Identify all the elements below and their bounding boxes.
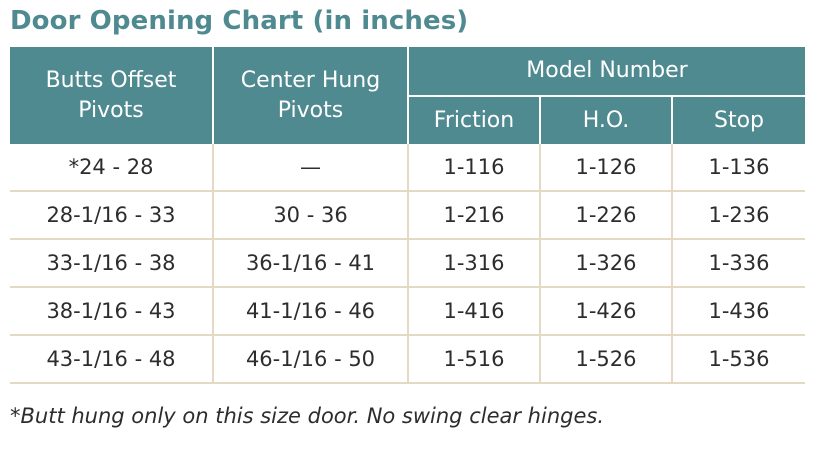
table-row: 38-1/16 - 43 41-1/16 - 46 1-416 1-426 1-… bbox=[10, 287, 806, 336]
page-title: Door Opening Chart (in inches) bbox=[10, 6, 469, 36]
ho-cell: 1-426 bbox=[539, 287, 672, 336]
center-hung-header-line1: Center Hung bbox=[240, 67, 381, 93]
friction-cell: 1-416 bbox=[407, 287, 540, 336]
ho-cell: 1-526 bbox=[539, 335, 672, 384]
butts-offset-cell: 38-1/16 - 43 bbox=[10, 287, 213, 336]
table-row: 33-1/16 - 38 36-1/16 - 41 1-316 1-326 1-… bbox=[10, 239, 806, 288]
stop-cell: 1-136 bbox=[670, 144, 806, 192]
center-hung-cell: 41-1/16 - 46 bbox=[212, 287, 408, 336]
center-hung-header-line2: Pivots bbox=[277, 97, 344, 123]
header-row-group: Butts Offset Pivots Center Hung Pivots M… bbox=[10, 47, 806, 144]
center-hung-cell: 30 - 36 bbox=[212, 191, 408, 240]
butts-offset-header-line1: Butts Offset bbox=[45, 67, 177, 93]
ho-cell: 1-226 bbox=[539, 191, 672, 240]
ho-cell: 1-326 bbox=[539, 239, 672, 288]
butts-offset-cell: 28-1/16 - 33 bbox=[10, 191, 213, 240]
stop-cell: 1-336 bbox=[670, 239, 806, 288]
stop-cell: 1-436 bbox=[670, 287, 806, 336]
center-hung-cell: 36-1/16 - 41 bbox=[212, 239, 408, 288]
friction-cell: 1-216 bbox=[407, 191, 540, 240]
butts-offset-cell: 33-1/16 - 38 bbox=[10, 239, 213, 288]
stop-header: Stop bbox=[670, 96, 806, 144]
friction-header: Friction bbox=[407, 96, 540, 144]
footnote: *Butt hung only on this size door. No sw… bbox=[10, 404, 604, 428]
header-row-sub: Friction H.O. Stop bbox=[10, 96, 806, 144]
butts-offset-header: Butts Offset Pivots bbox=[10, 47, 213, 144]
center-hung-header: Center Hung Pivots bbox=[212, 47, 408, 144]
model-number-header: Model Number bbox=[406, 47, 806, 97]
center-hung-cell: — bbox=[212, 144, 408, 192]
table-row: *24 - 28 — 1-116 1-126 1-136 bbox=[10, 144, 806, 192]
ho-cell: 1-126 bbox=[539, 144, 672, 192]
butts-offset-cell: 43-1/16 - 48 bbox=[10, 335, 213, 384]
friction-cell: 1-316 bbox=[407, 239, 540, 288]
stop-cell: 1-536 bbox=[670, 335, 806, 384]
door-opening-table: Butts Offset Pivots Center Hung Pivots M… bbox=[10, 47, 806, 384]
center-hung-cell: 46-1/16 - 50 bbox=[212, 335, 408, 384]
table-row: 28-1/16 - 33 30 - 36 1-216 1-226 1-236 bbox=[10, 191, 806, 240]
friction-cell: 1-516 bbox=[407, 335, 540, 384]
stop-cell: 1-236 bbox=[670, 191, 806, 240]
ho-header: H.O. bbox=[539, 96, 672, 144]
butts-offset-cell: *24 - 28 bbox=[10, 144, 213, 192]
butts-offset-header-line2: Pivots bbox=[78, 97, 144, 123]
friction-cell: 1-116 bbox=[407, 144, 540, 192]
table-row: 43-1/16 - 48 46-1/16 - 50 1-516 1-526 1-… bbox=[10, 335, 806, 384]
